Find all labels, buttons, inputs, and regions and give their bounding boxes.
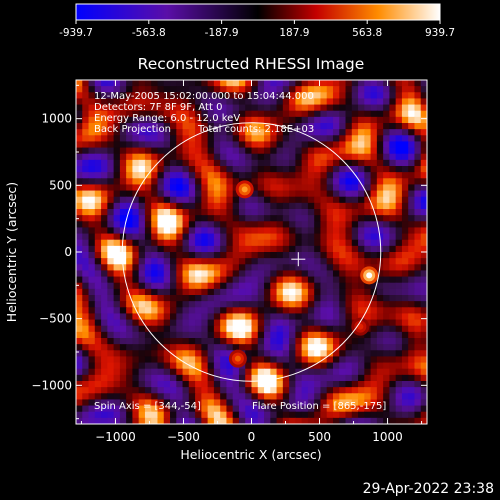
annotation-method: Back Projection [94, 124, 171, 135]
spin-axis-marker [291, 252, 306, 267]
annotation-detectors: Detectors: 7F 8F 9F, Att 0 [94, 102, 222, 113]
colorbar-tick-label: 939.7 [425, 27, 455, 39]
y-tick-label: −1000 [31, 378, 72, 392]
bright-source-core [357, 323, 364, 330]
x-axis-label: Heliocentric X (arcsec) [180, 447, 321, 462]
colorbar-tick-label: -563.8 [132, 27, 166, 39]
y-axis-label: Heliocentric Y (arcsec) [4, 182, 19, 322]
colorbar-scale [75, 3, 441, 21]
y-tick-label: 500 [49, 178, 72, 192]
plot-area: −1000 −500 0 500 1000 −1000 −500 0 500 1000 [31, 79, 428, 444]
solar-limb-circle [121, 122, 382, 382]
x-tick-label: 0 [248, 430, 256, 444]
colorbar-tick-label: 563.8 [352, 27, 382, 39]
annotation-time-range: 12-May-2005 15:02:00.000 to 15:04:44.000 [94, 91, 314, 102]
x-tick-label: 500 [308, 430, 331, 444]
y-tick-label: −500 [39, 312, 72, 326]
annotation-energy-range: Energy Range: 6.0 - 12.0 keV [94, 113, 240, 124]
annotation-flare-position: Flare Position = [865,-175] [252, 401, 386, 412]
colorbar-tick-label: 187.9 [279, 27, 309, 39]
x-tick-label: −500 [167, 430, 200, 444]
timestamp: 29-Apr-2022 23:38 [362, 481, 494, 497]
chart-title: Reconstructed RHESSI Image [138, 55, 365, 73]
annotation-total-counts: Total counts: 2.18E+03 [197, 124, 314, 135]
x-tick-label: 1000 [372, 430, 403, 444]
bright-source-core [234, 355, 241, 362]
y-tick-label: 1000 [41, 112, 72, 126]
x-tick-label: −1000 [95, 430, 136, 444]
bright-source-core [366, 272, 373, 279]
annotation-spin-axis: Spin Axis = [344,-54] [94, 401, 201, 412]
info-annotations: 12-May-2005 15:02:00.000 to 15:04:44.000… [94, 91, 386, 412]
colorbar-tick-label: -939.7 [59, 27, 93, 39]
bright-source-core [241, 186, 248, 193]
colorbar-tick-label: -187.9 [205, 27, 239, 39]
y-tick-label: 0 [64, 245, 72, 259]
colorbar: -939.7 -563.8 -187.9 187.9 563.8 939.7 [59, 3, 455, 39]
